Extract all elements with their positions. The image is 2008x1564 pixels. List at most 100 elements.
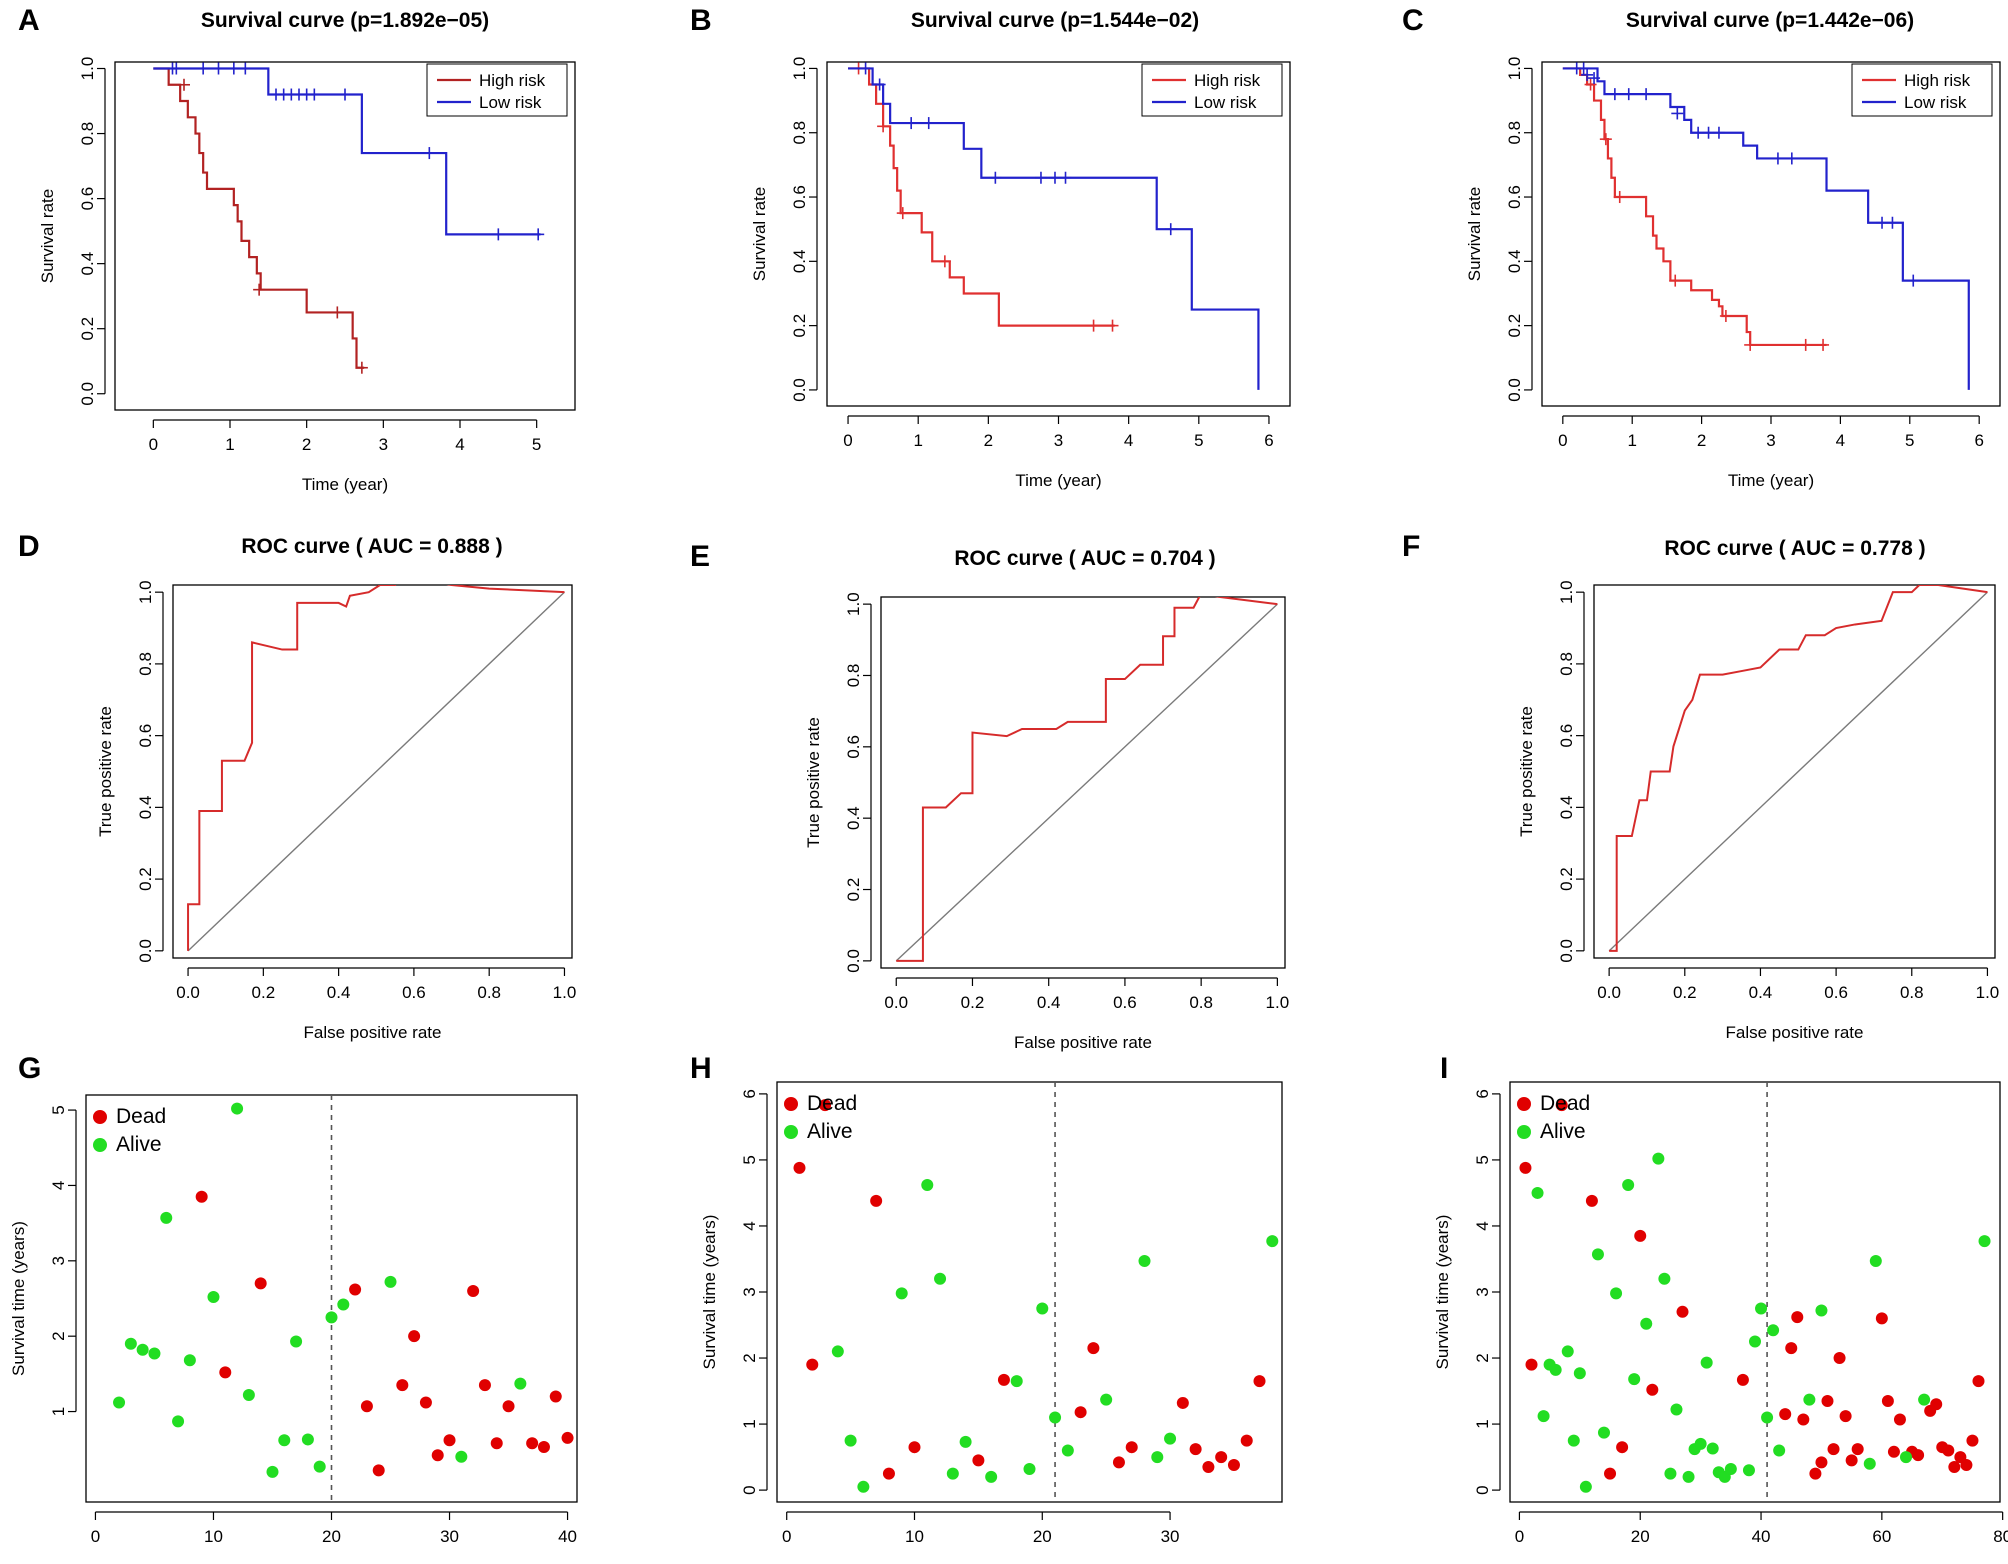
censor-mark	[896, 207, 909, 220]
plot-area	[1608, 585, 1988, 952]
y-tick-label: 0.4	[844, 806, 863, 830]
point-alive	[1610, 1287, 1623, 1300]
point-alive	[1682, 1470, 1695, 1483]
panel-i: I020406080Patients (increasing risk socr…	[1433, 1052, 2008, 1546]
x-tick-label: 4	[1836, 431, 1845, 450]
point-alive	[1742, 1464, 1755, 1477]
plot-area	[848, 62, 1260, 390]
x-tick-label: 2	[984, 431, 993, 450]
y-tick-label: 4	[49, 1181, 68, 1190]
x-tick-label: 1	[913, 431, 922, 450]
chart-title: Survival curve (p=1.544e−02)	[911, 9, 1199, 32]
legend-label: Low risk	[479, 93, 542, 112]
km-line-low-risk	[153, 67, 541, 236]
point-alive	[1640, 1317, 1653, 1330]
censor-mark	[1048, 171, 1061, 184]
point-dead	[1887, 1445, 1900, 1458]
point-alive	[278, 1434, 291, 1447]
point-alive	[1010, 1375, 1023, 1388]
plot-area	[793, 1082, 1279, 1502]
censor-mark	[253, 283, 266, 296]
point-alive	[1036, 1302, 1049, 1315]
point-dead	[349, 1283, 362, 1296]
point-dead	[1972, 1375, 1985, 1388]
roc-curve	[187, 585, 565, 951]
y-axis: 0.0 0.2 0.4 0.6 0.8 1.0 Survival rate	[750, 57, 818, 402]
point-dead	[431, 1449, 444, 1462]
point-dead	[1893, 1413, 1906, 1426]
point-alive	[946, 1467, 959, 1480]
y-tick-label: 1.0	[844, 592, 863, 616]
x-tick-label: 0.2	[961, 993, 985, 1012]
point-alive	[1597, 1426, 1610, 1439]
panel-f: F ROC curve ( AUC = 0.778 )0.0 0.2 0.4 0.6 0.…	[1402, 530, 1999, 1042]
censor-mark	[1581, 68, 1594, 81]
censor-mark	[1164, 223, 1177, 236]
x-axis: 0.0 0.2 0.4 0.6 0.8 1.0 False positive rate	[1597, 967, 1999, 1042]
y-tick-label: 0	[1473, 1485, 1492, 1494]
censor-mark	[1712, 126, 1725, 139]
x-tick-label: 0.8	[477, 983, 501, 1002]
x-tick-label: 5	[532, 435, 541, 454]
point-dead	[972, 1454, 985, 1467]
point-dead	[793, 1161, 806, 1174]
censor-mark	[212, 62, 225, 75]
censor-mark	[197, 62, 210, 75]
x-axis: 0 1 2 3 4 5 6 Time (year)	[1558, 415, 1984, 490]
x-axis: 010203040Patients (increasing risk socre…	[91, 1511, 577, 1546]
censor-mark	[331, 306, 344, 319]
legend-label: Dead	[807, 1092, 857, 1115]
point-dead	[882, 1467, 895, 1480]
x-tick-label: 40	[558, 1527, 577, 1546]
x-tick-label: 10	[204, 1527, 223, 1546]
plot-frame	[1593, 584, 1996, 959]
x-tick-label: 6	[1974, 431, 1983, 450]
censor-mark	[1669, 274, 1682, 287]
point-alive	[1803, 1393, 1816, 1406]
censor-mark	[1744, 338, 1757, 351]
censor-mark	[492, 228, 505, 241]
x-tick-label: 0.6	[1113, 993, 1137, 1012]
panel-label: E	[690, 540, 710, 573]
point-dead	[443, 1434, 456, 1447]
legend-swatch	[784, 1125, 798, 1139]
point-alive	[1706, 1442, 1719, 1455]
x-tick-label: 0.4	[327, 983, 351, 1002]
point-alive	[1724, 1462, 1737, 1475]
x-tick-label: 0	[91, 1527, 100, 1546]
y-axis-title: True positive rate	[96, 706, 115, 837]
point-alive	[831, 1345, 844, 1358]
panel-d: D ROC curve ( AUC = 0.888 )0.0 0.2 0.4 0.6 0.…	[18, 530, 576, 1042]
x-tick-label: 2	[302, 435, 311, 454]
censor-mark	[1702, 126, 1715, 139]
x-tick-label: 3	[1054, 431, 1063, 450]
point-alive	[207, 1290, 220, 1303]
panel-label: I	[1440, 1052, 1448, 1085]
panel-c: C Survival curve (p=1.442e−06) 0 1 2 3 4 5 6 Time…	[1402, 4, 2001, 490]
y-tick-label: 0.0	[1505, 378, 1524, 402]
censor-mark	[1622, 88, 1635, 101]
y-tick-label: 0.0	[78, 382, 97, 406]
censor-mark	[339, 88, 351, 101]
censor-mark	[227, 62, 240, 75]
point-alive	[921, 1179, 934, 1192]
point-alive	[1978, 1235, 1991, 1248]
y-tick-label: 2	[740, 1353, 759, 1362]
point-dead	[1851, 1443, 1864, 1456]
censor-mark	[1907, 274, 1920, 287]
y-tick-label: 1	[740, 1419, 759, 1428]
y-tick-label: 0.8	[1505, 121, 1524, 145]
y-tick-label: 2	[49, 1331, 68, 1340]
x-axis: 0.0 0.2 0.4 0.6 0.8 1.0 False positive rate	[176, 967, 576, 1042]
point-alive	[514, 1377, 527, 1390]
y-tick-label: 0.8	[1557, 652, 1576, 676]
legend: High risk Low risk	[1141, 63, 1283, 117]
point-alive	[1652, 1152, 1665, 1165]
point-dead	[537, 1440, 550, 1453]
point-dead	[1676, 1305, 1689, 1318]
point-alive	[1049, 1411, 1062, 1424]
point-alive	[1815, 1304, 1828, 1317]
y-tick-label: 0.0	[844, 949, 863, 973]
point-dead	[1966, 1434, 1979, 1447]
panel-b: B Survival curve (p=1.544e−02) 0 1 2 3 4 5 6 Time…	[690, 4, 1291, 490]
